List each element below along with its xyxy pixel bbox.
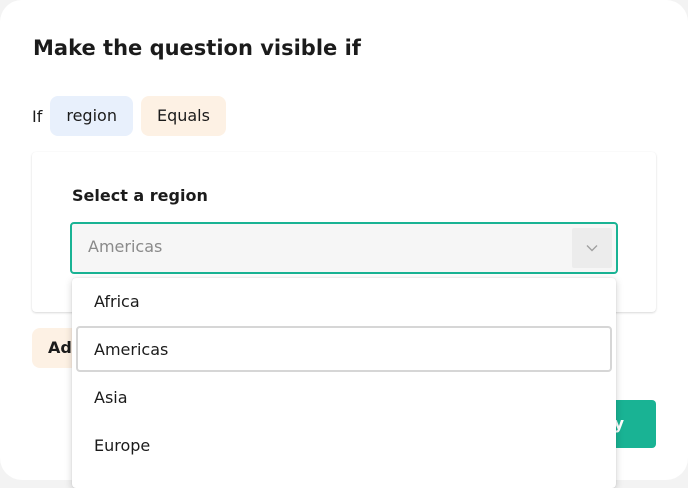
dropdown-popup: Africa Americas Asia Europe bbox=[72, 278, 616, 488]
question-chip[interactable]: region bbox=[50, 96, 133, 136]
condition-row: If region Equals bbox=[32, 96, 234, 136]
option-americas[interactable]: Americas bbox=[76, 326, 612, 372]
region-dropdown[interactable]: Americas bbox=[70, 222, 618, 274]
chevron-down-icon[interactable] bbox=[572, 228, 612, 268]
dialog-title: Make the question visible if bbox=[33, 36, 361, 60]
question-title: Select a region bbox=[72, 186, 208, 205]
option-asia[interactable]: Asia bbox=[94, 388, 128, 407]
option-europe[interactable]: Europe bbox=[94, 436, 151, 455]
if-label: If bbox=[32, 106, 43, 126]
dropdown-value: Americas bbox=[88, 237, 163, 256]
operator-chip[interactable]: Equals bbox=[140, 96, 226, 136]
option-africa[interactable]: Africa bbox=[94, 292, 140, 311]
